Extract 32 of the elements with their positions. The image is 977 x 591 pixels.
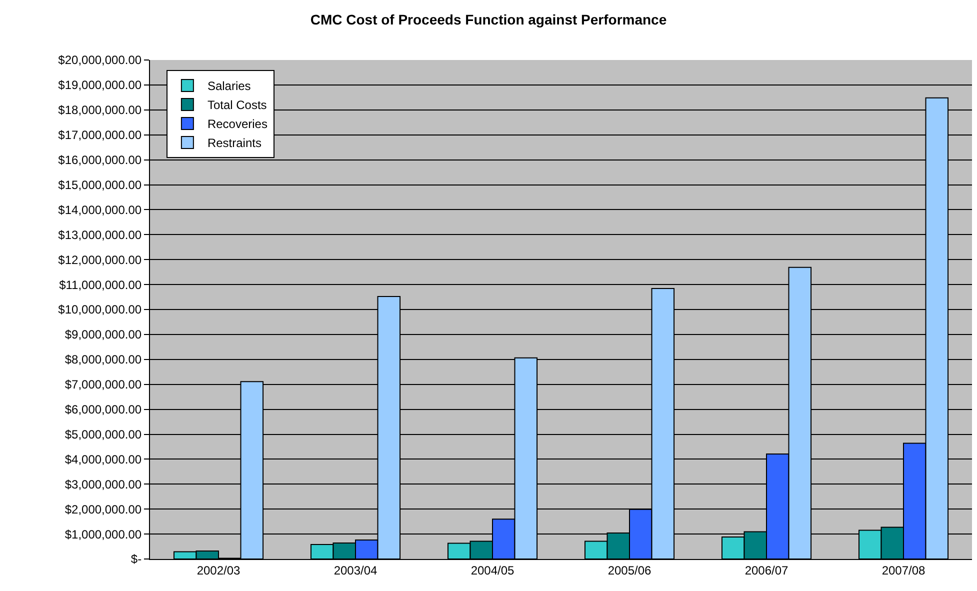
y-tick-label: $17,000,000.00 [58,128,142,142]
y-tick-label: $5,000,000.00 [64,427,142,442]
y-tick-label: $16,000,000.00 [58,153,142,167]
chart-title: CMC Cost of Proceeds Function against Performance [310,12,667,28]
legend-label: Recoveries [207,117,268,132]
y-tick-label: $8,000,000.00 [64,352,142,367]
y-tick-label: $- [130,552,142,566]
y-tick-label: $10,000,000.00 [58,302,142,317]
y-tick-label: $2,000,000.00 [64,502,142,516]
x-tick-label: 2004/05 [470,563,515,578]
y-tick-label: $3,000,000.00 [64,477,142,492]
y-tick-label: $15,000,000.00 [58,178,142,192]
x-tick-label: 2003/04 [334,563,378,578]
legend-label: Restraints [207,136,262,150]
y-tick-label: $13,000,000.00 [58,228,142,242]
y-tick-label: $7,000,000.00 [64,378,142,392]
y-tick-label: $18,000,000.00 [58,103,142,118]
legend-label: Total Costs [207,98,267,112]
x-tick-label: 2002/03 [196,563,241,578]
y-tick-label: $14,000,000.00 [58,202,142,217]
x-tick-label: 2005/06 [608,563,652,578]
y-tick-label: $19,000,000.00 [58,78,142,92]
x-tick-label: 2006/07 [744,563,789,578]
legend-label: Salaries [207,79,251,94]
y-tick-label: $4,000,000.00 [64,452,142,466]
y-tick-label: $11,000,000.00 [59,278,142,292]
y-tick-label: $9,000,000.00 [64,328,142,342]
x-tick-label: 2007/08 [882,563,926,578]
y-tick-label: $20,000,000.00 [58,53,142,68]
y-tick-label: $6,000,000.00 [64,402,142,416]
y-tick-label: $12,000,000.00 [58,252,142,267]
y-tick-label: $1,000,000.00 [64,527,142,542]
